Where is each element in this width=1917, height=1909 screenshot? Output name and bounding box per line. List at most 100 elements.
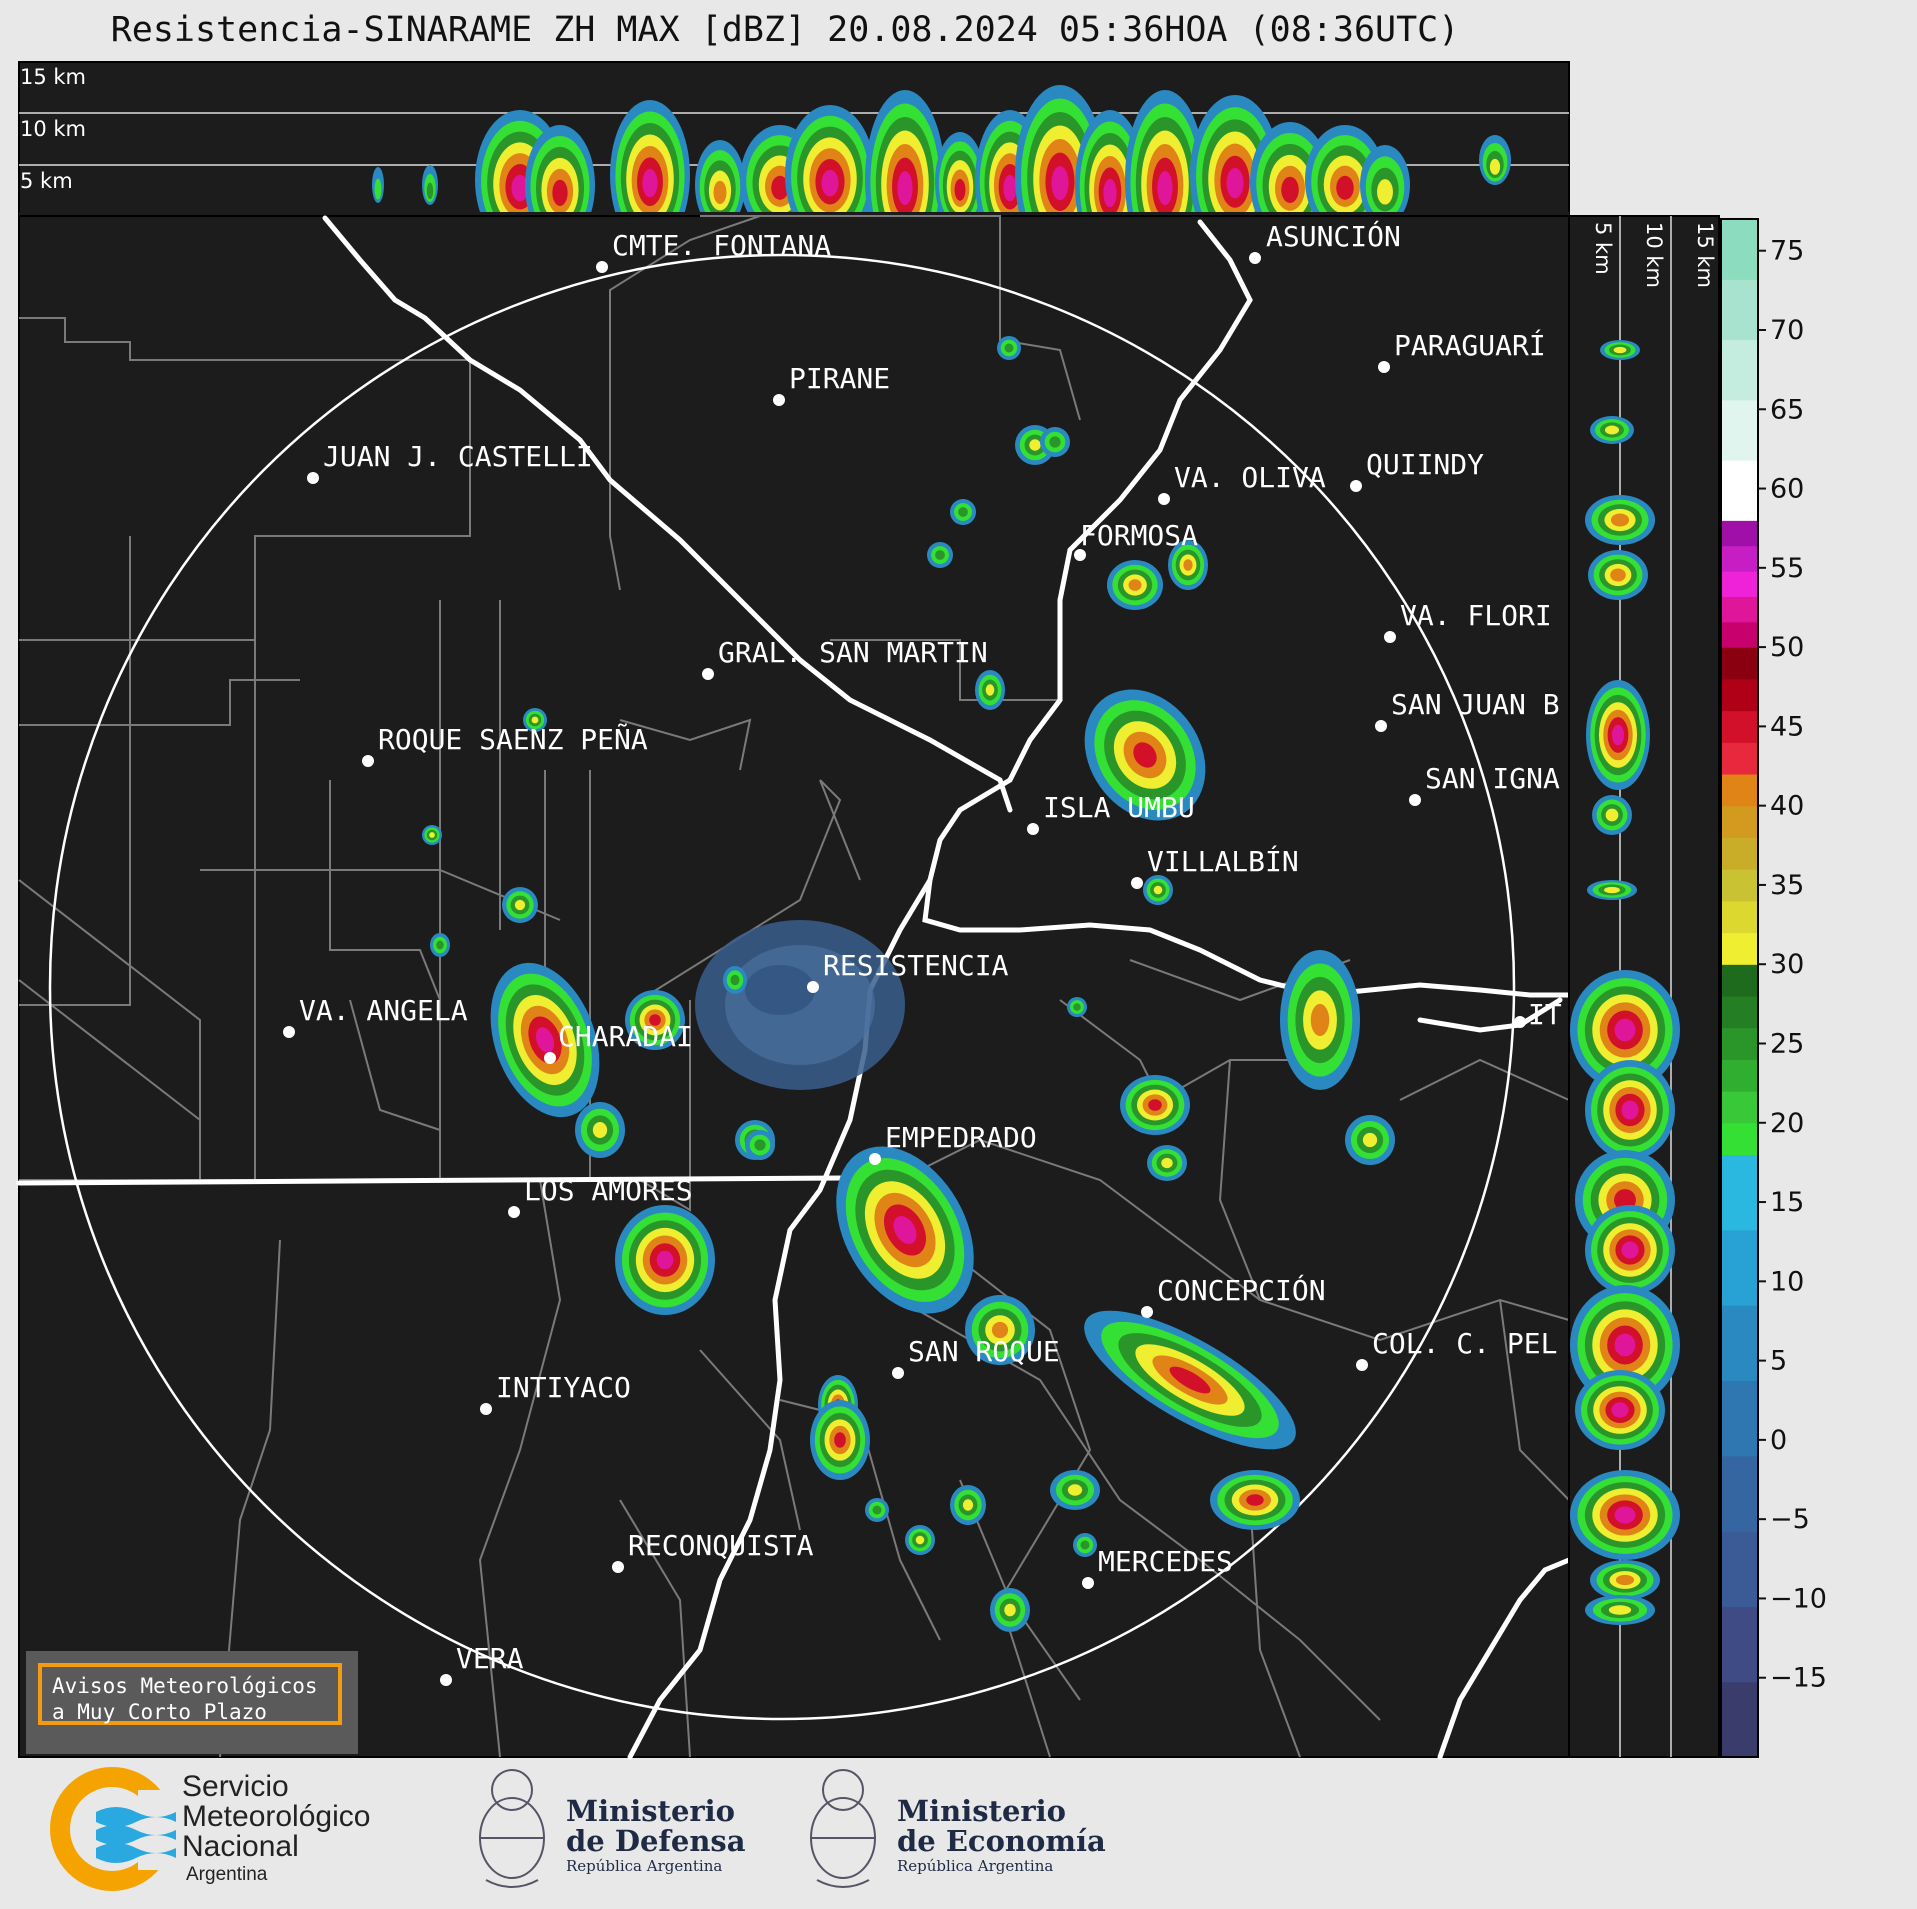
echo-cell: [502, 887, 538, 923]
echo-cell: [490, 962, 600, 1118]
city-label: MERCEDES: [1098, 1545, 1233, 1578]
echo-column: [1570, 970, 1680, 1090]
economia-line-2: de Economía: [897, 1824, 1106, 1858]
echo-cell: [1084, 689, 1206, 821]
city-dot: [362, 755, 374, 767]
colorbar-swatch: [1721, 1229, 1758, 1306]
colorbar-tick-label: −10: [1770, 1583, 1827, 1614]
echo-column: [1360, 145, 1410, 225]
dbz-colorbar: [1721, 219, 1758, 1758]
echo-column: [695, 140, 745, 230]
city-label: ASUNCIÓN: [1266, 219, 1401, 253]
colorbar-tick-label: 60: [1770, 474, 1804, 505]
colorbar-tick-label: 35: [1770, 870, 1804, 901]
echo-cell: [745, 1130, 775, 1160]
colorbar-swatch: [1721, 773, 1758, 807]
colorbar-swatch: [1721, 460, 1758, 521]
city-label: LOS AMORES: [524, 1174, 693, 1207]
economia-coat-of-arms-icon: [810, 1769, 876, 1888]
colorbar-swatch: [1721, 869, 1758, 902]
colorbar-tick-label: 75: [1770, 236, 1804, 267]
precipitation-echoes: [422, 336, 1395, 1632]
echo-cell: [575, 1102, 625, 1158]
radar-clutter: [695, 920, 905, 1090]
colorbar-tick-label: 45: [1770, 711, 1804, 742]
city-label: PIRANE: [789, 362, 890, 395]
echo-column: [1592, 795, 1632, 835]
colorbar-swatch: [1721, 339, 1758, 401]
echo-cell: [1040, 427, 1070, 457]
colorbar-swatch: [1721, 932, 1758, 965]
echo-column: [1590, 1560, 1660, 1600]
colorbar-tick-label: 70: [1770, 315, 1804, 346]
colorbar-swatch: [1721, 1455, 1758, 1532]
city-dot: [1027, 823, 1039, 835]
avisos-panel: [26, 1651, 358, 1754]
city-dot: [1131, 877, 1143, 889]
colorbar-swatch: [1721, 1531, 1758, 1607]
echo-column: [935, 132, 985, 232]
avisos-box[interactable]: Avisos Meteorológicos a Muy Corto Plazo: [38, 1663, 342, 1725]
city-label: IT: [1528, 998, 1562, 1031]
city-dot: [283, 1026, 295, 1038]
echo-cell: [625, 990, 685, 1050]
city-label: GRAL. SAN MARTIN: [718, 636, 988, 669]
defensa-title: Ministerio de Defensa: [566, 1796, 746, 1856]
top-alt-label-5: 5 km: [20, 169, 73, 193]
city-label: JUAN J. CASTELLI: [323, 440, 593, 473]
echo-cell: [836, 1146, 974, 1314]
colorbar-swatch: [1721, 1122, 1758, 1156]
echo-column: [1600, 340, 1640, 360]
echo-cell: [1120, 1075, 1190, 1135]
city-label: VERA: [456, 1642, 524, 1675]
echo-cell: [927, 542, 953, 568]
city-dot: [307, 472, 319, 484]
colorbar-tick-label: 5: [1770, 1346, 1787, 1377]
city-dot: [1158, 493, 1170, 505]
colorbar-swatch: [1721, 1380, 1758, 1457]
city-label: VA. ANGELA: [299, 994, 468, 1027]
echo-column: [1585, 1060, 1675, 1160]
colorbar-tick-label: −15: [1770, 1663, 1827, 1694]
colorbar-swatch: [1721, 570, 1758, 597]
colorbar-swatch: [1721, 742, 1758, 775]
city-label: INTIYACO: [496, 1371, 631, 1404]
echo-column: [1570, 1470, 1680, 1560]
defensa-subtitle: República Argentina: [566, 1857, 723, 1875]
echo-cell: [1345, 1115, 1395, 1165]
city-dot: [480, 1403, 492, 1415]
city-dot: [544, 1052, 556, 1064]
echo-column: [1585, 1595, 1655, 1625]
colorbar-tick-label: 55: [1770, 553, 1804, 584]
city-label: EMPEDRADO: [885, 1121, 1037, 1154]
colorbar-swatch: [1721, 621, 1758, 648]
city-dot: [702, 668, 714, 680]
echo-cell: [950, 1485, 986, 1525]
echo-cell: [1210, 1470, 1300, 1530]
smn-line-1: Servicio: [182, 1770, 289, 1803]
city-label: PARAGUARÍ: [1394, 328, 1546, 362]
echo-column: [1575, 1370, 1665, 1450]
range-ring: [48, 253, 1516, 1721]
colorbar-swatch: [1721, 964, 1758, 997]
side-alt-label-5: 5 km: [1591, 222, 1615, 275]
city-dot: [508, 1206, 520, 1218]
colorbar-swatch: [1721, 995, 1758, 1029]
echo-column: [1585, 1205, 1675, 1295]
colorbar-swatch: [1721, 1091, 1758, 1124]
side-alt-label-15: 15 km: [1693, 222, 1717, 288]
city-dot: [773, 394, 785, 406]
echo-column: [1586, 680, 1650, 790]
city-label: ISLA UMBU: [1043, 791, 1195, 824]
side-cross-section-echoes: [1570, 340, 1680, 1625]
colorbar-swatch: [1721, 1154, 1758, 1231]
echo-cell: [1084, 1310, 1296, 1450]
city-dot: [1384, 631, 1396, 643]
city-dot: [1375, 720, 1387, 732]
echo-cell: [1107, 560, 1163, 610]
city-dot: [596, 261, 608, 273]
city-markers: CMTE. FONTANA ASUNCIÓN PIRANE PARAGUARÍ JUAN…: [283, 219, 1562, 1686]
city-label: SAN ROQUE: [908, 1335, 1060, 1368]
